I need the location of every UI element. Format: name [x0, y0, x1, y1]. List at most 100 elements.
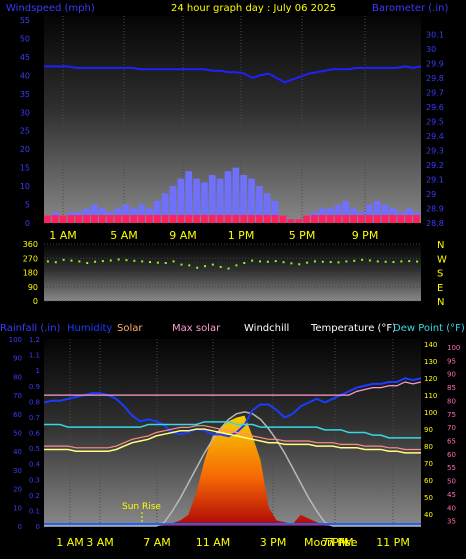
dewpoint-legend: Dew Point (°F) [393, 323, 465, 334]
wind-gust-bar [271, 215, 279, 223]
wind-bar [342, 200, 350, 223]
wind-bar [177, 178, 185, 223]
direction-point [141, 260, 144, 263]
baro-right-tick: 29.2 [426, 161, 444, 170]
rain-left-tick: 0.5 [29, 445, 40, 453]
direction-point [62, 258, 65, 261]
atmosphere-x-tick: 7 AM [143, 536, 171, 549]
wind-gust-bar [326, 215, 334, 223]
wind-bar [208, 175, 216, 223]
rain-left-tick: 0.9 [29, 383, 40, 391]
direction-point [219, 265, 222, 268]
direction-points-series [46, 258, 419, 270]
wind-left-tick: 0 [25, 219, 30, 228]
max-solar-line [44, 411, 421, 527]
humidity-left-tick: 70 [13, 392, 22, 400]
barometer-axis-title: Barometer (.in) [372, 3, 448, 14]
wind-bar [201, 182, 208, 223]
wind-gust-bar [83, 215, 90, 223]
direction-point [266, 260, 269, 263]
dew-right-tick: 60 [447, 451, 456, 459]
direction-point [94, 260, 97, 263]
direction-point [204, 265, 207, 268]
wind-gust-bar [161, 215, 169, 223]
wind-left-tick: 50 [20, 34, 30, 43]
wind-gust-bar [185, 215, 193, 223]
wind-x-tick: 5 AM [110, 229, 138, 242]
dew-right-tick: 55 [447, 464, 456, 472]
wind-gust-bar [232, 215, 240, 223]
dew-right-tick: 50 [447, 478, 456, 486]
direction-panel-background [44, 244, 421, 301]
rain-left-tick: 0.3 [29, 476, 40, 484]
wind-gust-bar [366, 215, 373, 223]
atmosphere-x-tick: 11 PM [376, 536, 410, 549]
temp-right-tick: 90 [424, 426, 433, 434]
rain-left-tick: 1.1 [29, 352, 40, 360]
direction-point [400, 260, 403, 263]
direction-point [211, 263, 214, 266]
wind-bar [373, 200, 381, 223]
baro-right-tick: 28.9 [426, 205, 444, 214]
wind-bar [161, 193, 169, 223]
direction-point [376, 260, 379, 263]
baro-right-tick: 29.6 [426, 103, 444, 112]
wind-bar [153, 200, 161, 223]
direction-right-tick: W [437, 254, 447, 265]
wind-left-tick: 45 [20, 53, 30, 62]
wind-bar [381, 204, 389, 223]
wind-left-tick: 25 [20, 127, 30, 136]
wind-bar [248, 178, 255, 223]
direction-point [306, 261, 309, 264]
wind-gust-bar [405, 215, 412, 223]
rainfall-axis-title: Rainfall (.in) [0, 323, 61, 334]
solar-area [44, 415, 421, 526]
baro-right-tick: 29.1 [426, 176, 444, 185]
atmosphere-x-tick: 1 AM [56, 536, 84, 549]
direction-point [172, 260, 175, 263]
humidity-left-tick: 50 [13, 430, 22, 438]
dew-right-tick: 85 [447, 384, 456, 392]
wind-bar [193, 178, 200, 223]
direction-point [117, 258, 120, 261]
wind-gust-bar [59, 215, 67, 223]
time-7pm-marker-label: 7 PM [327, 536, 354, 549]
wind-left-tick: 5 [25, 201, 30, 210]
wind-gust-bar [98, 215, 106, 223]
baro-right-tick: 29.7 [426, 89, 444, 98]
humidity-left-tick: 60 [13, 411, 22, 419]
dewpoint-line [44, 421, 421, 439]
wind-left-tick: 10 [20, 182, 30, 191]
wind-gust-bar [295, 219, 303, 223]
solar-reference-line [44, 425, 421, 451]
direction-point [78, 260, 81, 263]
direction-point [337, 261, 340, 264]
wind-bar [232, 167, 240, 223]
wind-bar [224, 171, 232, 223]
wind-gust-bar [311, 215, 318, 223]
rain-left-tick: 0.6 [29, 430, 41, 438]
direction-point [329, 261, 332, 264]
rain-left-tick: 0.2 [29, 492, 40, 500]
wind-left-tick: 20 [20, 145, 30, 154]
direction-left-tick: 180 [23, 269, 38, 278]
temp-right-tick: 40 [424, 511, 433, 519]
wind-bars-series [44, 167, 420, 223]
rain-left-tick: 0.7 [29, 414, 40, 422]
wind-bar [91, 204, 98, 223]
wind-gust-bar [248, 215, 255, 223]
direction-point [235, 264, 238, 267]
temp-right-tick: 100 [424, 409, 437, 417]
temp-right-tick: 130 [424, 358, 437, 366]
rain-left-tick: 0.1 [29, 507, 40, 515]
wind-gust-bar [138, 215, 145, 223]
direction-left-tick: 360 [23, 240, 38, 249]
direction-right-tick: E [437, 283, 443, 294]
wind-gust-bar [51, 215, 59, 223]
max-solar-legend: Max solar [172, 323, 221, 334]
baro-right-tick: 29 [426, 190, 436, 199]
wind-bar [263, 193, 271, 223]
wind-gust-bar [318, 215, 326, 223]
solar-fill-series [44, 415, 421, 526]
